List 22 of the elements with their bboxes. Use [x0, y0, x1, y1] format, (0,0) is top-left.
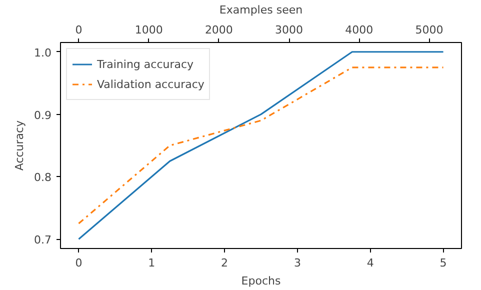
x2-tick-label: 3000 — [275, 24, 304, 36]
x-tick-label: 1 — [148, 256, 156, 270]
y-tick-label: 0.8 — [34, 171, 52, 184]
y-axis-title: Accuracy — [13, 120, 26, 171]
x2-tick-label: 1000 — [134, 24, 163, 36]
x2-axis-title: Examples seen — [219, 4, 303, 16]
x2-tick-label: 4000 — [345, 24, 374, 36]
y-tick-label: 0.7 — [34, 234, 52, 247]
y-tick-label: 1.0 — [34, 46, 52, 60]
legend-label: Validation accuracy — [97, 78, 204, 90]
x2-tick-label: 2000 — [204, 24, 233, 36]
x-tick-label: 3 — [294, 256, 301, 270]
x-tick-label: 2 — [221, 256, 228, 270]
x2-tick-label: 0 — [75, 24, 82, 36]
x2-tick-label: 5000 — [415, 24, 444, 36]
x-tick-label: 0 — [75, 256, 82, 270]
x-axis-title: Epochs — [241, 274, 281, 288]
x-tick-label: 4 — [366, 256, 374, 270]
x-tick-label: 5 — [440, 256, 447, 270]
legend-label: Training accuracy — [97, 58, 194, 70]
y-tick-label: 0.9 — [34, 108, 52, 122]
line-series — [78, 51, 444, 240]
